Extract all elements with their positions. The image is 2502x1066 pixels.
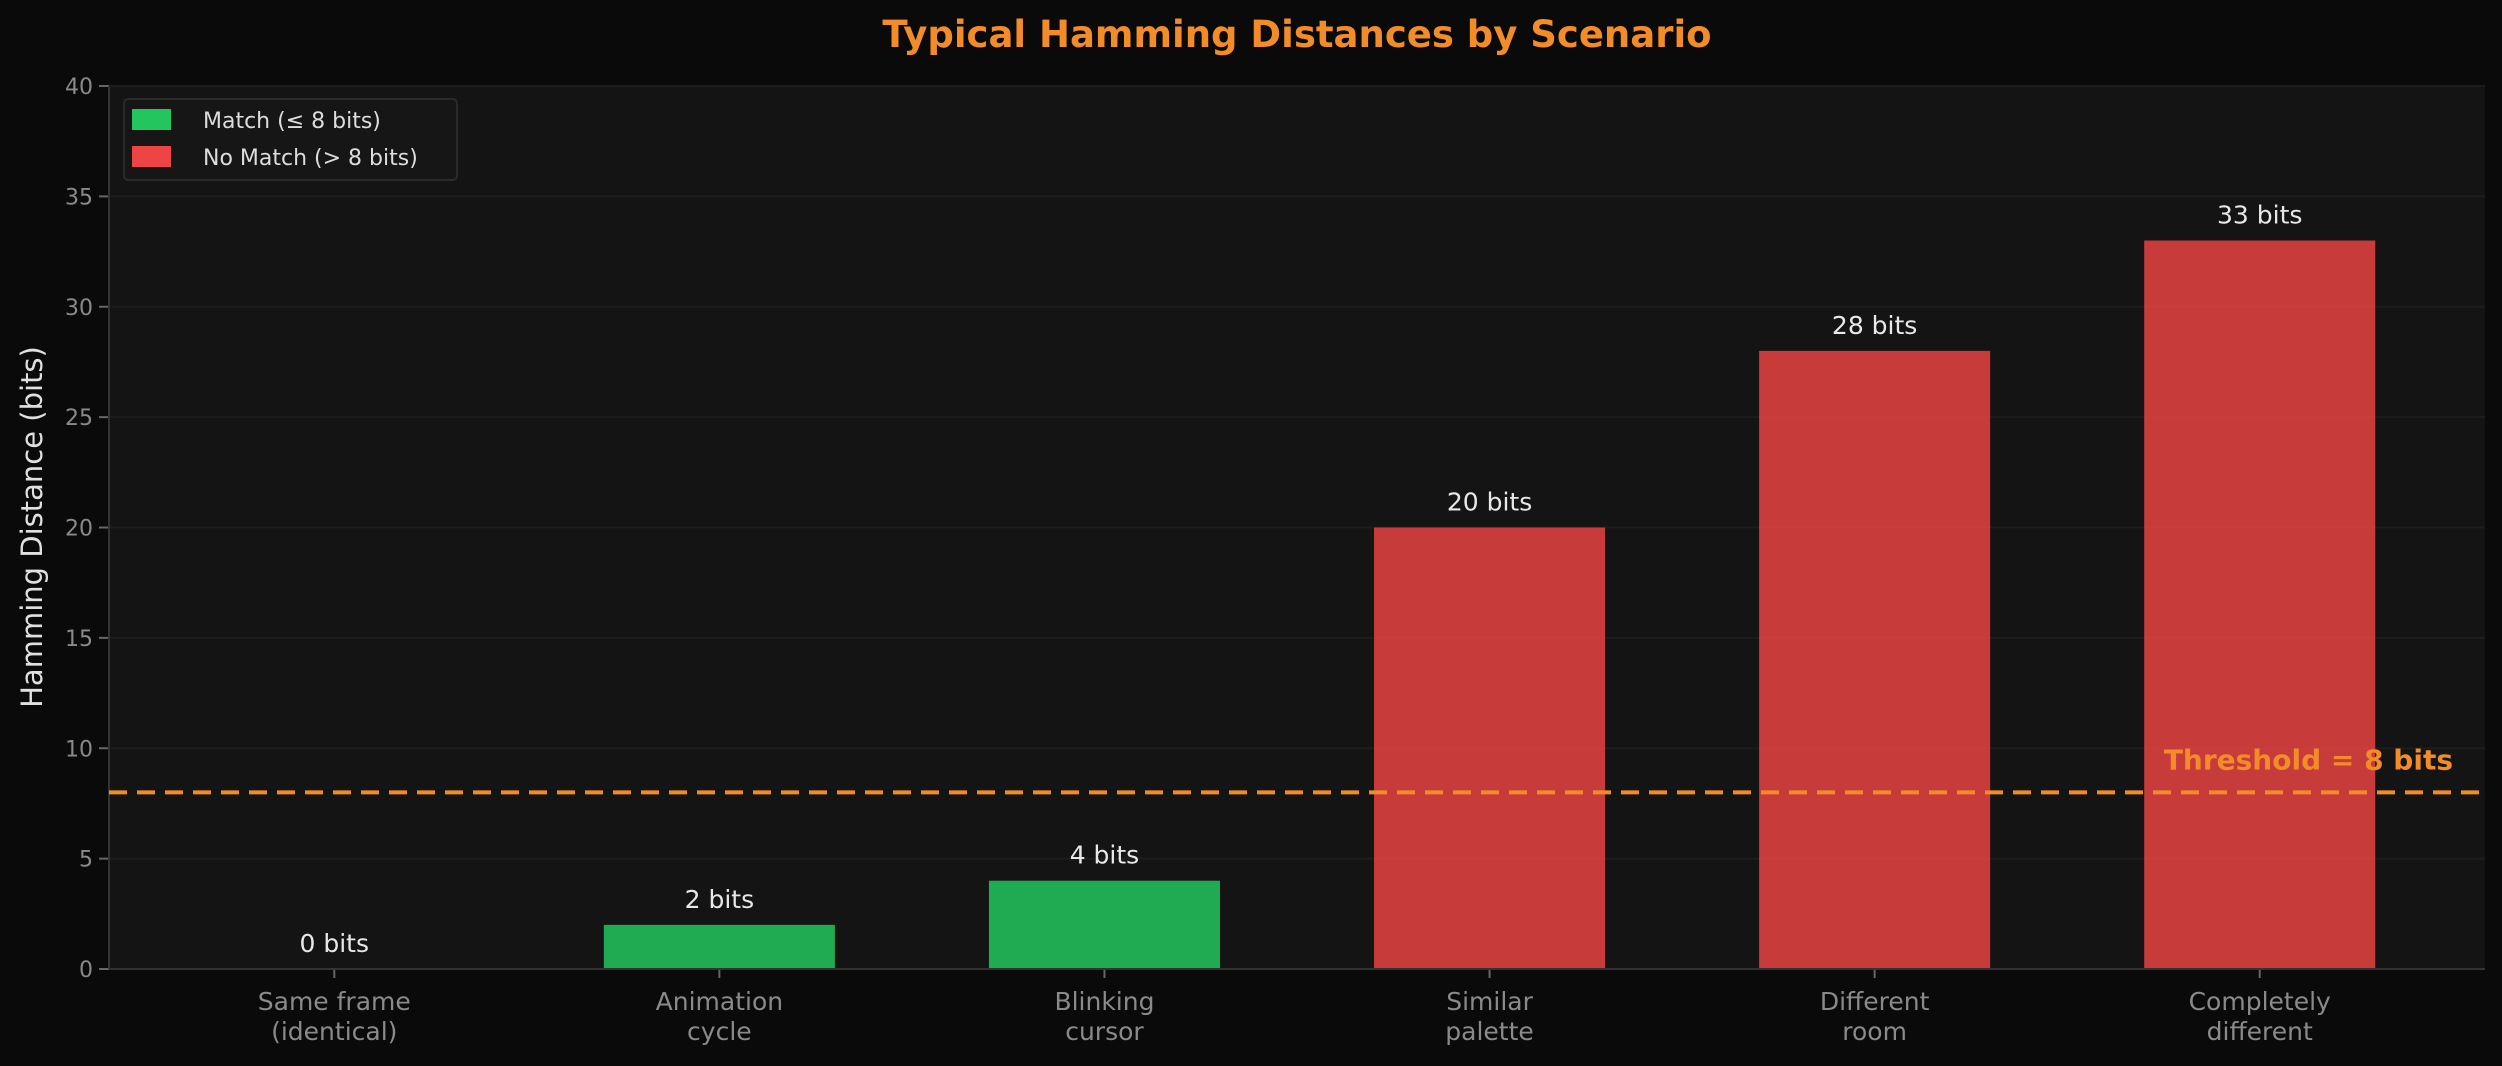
x-tick-label: Completely different: [2189, 987, 2331, 1046]
bar: [1374, 527, 1606, 969]
x-tick-label: Same frame (identical): [258, 987, 411, 1046]
bars: 0 bits 2 bits 4 bits 20 bits 28 bits 33 bits: [300, 201, 2376, 969]
grid-lines: [109, 85, 2485, 970]
bar-value-label: 20 bits: [1447, 488, 1532, 517]
bar: [2144, 240, 2376, 969]
bar-value-label: 2 bits: [685, 885, 755, 914]
bar: [1759, 350, 1991, 969]
y-tick-label: 35: [65, 185, 93, 210]
legend-box: [123, 98, 458, 181]
threshold-label: Threshold = 8 bits: [2164, 743, 2453, 776]
y-tick-label: 15: [65, 627, 93, 652]
y-tick-label: 30: [65, 296, 93, 321]
x-axis: Same frame (identical) Animation cycle Blink…: [258, 969, 2331, 1046]
bar-value-label: 0 bits: [300, 929, 370, 958]
x-tick-label: Animation cycle: [656, 987, 783, 1046]
y-tick-label: 20: [65, 517, 93, 542]
x-tick-label: Similar palette: [1445, 987, 1534, 1046]
bar-value-label: 28 bits: [1832, 311, 1917, 340]
y-axis: 0 5 10 15 20 25 30 35 40: [65, 75, 109, 983]
y-tick-label: 5: [79, 848, 93, 873]
x-tick-label: Blinking cursor: [1054, 987, 1154, 1046]
y-axis-label: Hamming Distance (bits): [15, 346, 49, 708]
y-tick-label: 25: [65, 406, 93, 431]
bar-value-label: 4 bits: [1070, 841, 1140, 870]
chart-title: Typical Hamming Distances by Scenario: [882, 13, 1711, 56]
legend-swatch-no-match: [132, 146, 171, 167]
legend-label-match: Match (≤ 8 bits): [203, 109, 381, 134]
y-tick-label: 40: [65, 75, 93, 100]
bar-value-label: 33 bits: [2217, 201, 2302, 230]
legend: Match (≤ 8 bits) No Match (> 8 bits): [123, 98, 458, 181]
bar: [988, 880, 1220, 969]
legend-swatch-match: [132, 109, 171, 130]
y-tick-label: 0: [79, 958, 93, 983]
legend-label-no-match: No Match (> 8 bits): [203, 146, 418, 171]
bar: [603, 924, 835, 969]
y-tick-label: 10: [65, 737, 93, 762]
x-tick-label: Different room: [1820, 987, 1930, 1046]
